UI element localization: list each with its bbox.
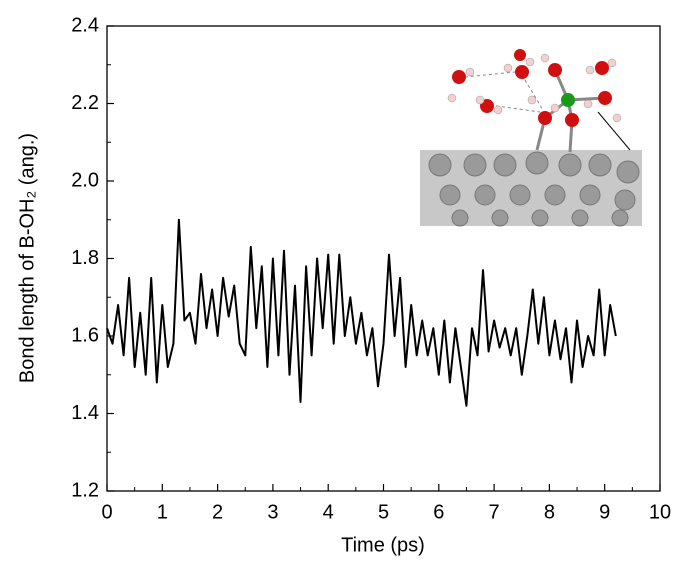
- y-tick-label: 2.2: [71, 92, 99, 114]
- y-tick-label: 1.8: [71, 247, 99, 269]
- x-tick-label: 6: [433, 501, 444, 523]
- x-tick-label: 1: [157, 501, 168, 523]
- x-tick-label: 8: [544, 501, 555, 523]
- x-axis-label: Time (ps): [341, 534, 425, 556]
- y-tick-label: 2.4: [71, 14, 99, 36]
- y-tick-label: 1.6: [71, 324, 99, 346]
- x-tick-label: 0: [101, 501, 112, 523]
- y-tick-label: 1.2: [71, 479, 99, 501]
- x-tick-label: 9: [599, 501, 610, 523]
- data-line: [106, 218, 617, 407]
- x-tick-label: 2: [212, 501, 223, 523]
- inset-structure: [420, 49, 642, 227]
- x-tick-label: 10: [649, 501, 671, 523]
- x-tick-label: 4: [323, 501, 334, 523]
- x-tick-label: 3: [267, 501, 278, 523]
- plot-frame: [106, 25, 661, 492]
- x-tick-label: 5: [378, 501, 389, 523]
- y-tick-label: 2.0: [71, 169, 99, 191]
- x-tick-label: 7: [489, 501, 500, 523]
- y-axis-label: Bond length of B-OH₂ (ang.): [16, 133, 38, 383]
- y-tick-label: 1.4: [71, 402, 99, 424]
